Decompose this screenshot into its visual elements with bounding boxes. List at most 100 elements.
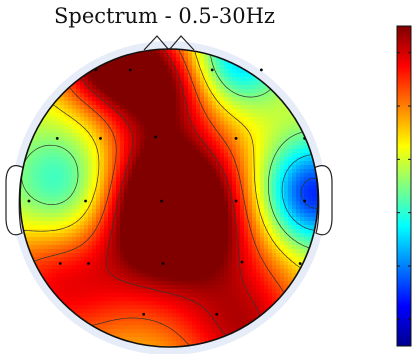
map-cell	[228, 297, 233, 302]
map-cell	[108, 221, 113, 226]
map-cell	[284, 285, 289, 290]
map-cell	[252, 197, 257, 202]
map-cell	[208, 277, 213, 282]
map-cell	[264, 217, 269, 222]
map-cell	[228, 85, 233, 90]
map-cell	[300, 257, 305, 262]
map-cell	[148, 201, 153, 206]
map-cell	[176, 97, 181, 102]
map-cell	[260, 153, 265, 158]
map-cell	[80, 165, 85, 170]
map-cell	[252, 213, 257, 218]
map-cell	[112, 77, 117, 82]
map-cell	[224, 101, 229, 106]
map-cell	[228, 209, 233, 214]
map-cell	[84, 161, 89, 166]
map-cell	[244, 97, 249, 102]
map-cell	[280, 125, 285, 130]
map-cell	[156, 313, 161, 318]
map-cell	[192, 165, 197, 170]
map-cell	[140, 297, 145, 302]
map-cell	[204, 53, 209, 58]
map-cell	[64, 249, 69, 254]
map-cell	[176, 261, 181, 266]
map-cell	[56, 241, 61, 246]
map-cell	[76, 209, 81, 214]
map-cell	[256, 173, 261, 178]
map-cell	[104, 241, 109, 246]
map-cell	[76, 141, 81, 146]
map-cell	[180, 49, 185, 54]
map-cell	[92, 121, 97, 126]
map-cell	[76, 305, 81, 310]
map-cell	[276, 121, 281, 126]
map-cell	[260, 85, 265, 90]
map-cell	[232, 277, 237, 282]
map-cell	[200, 97, 205, 102]
map-cell	[300, 217, 305, 222]
map-cell	[76, 221, 81, 226]
map-cell	[280, 165, 285, 170]
map-cell	[144, 157, 149, 162]
map-cell	[160, 305, 165, 310]
map-cell	[164, 61, 169, 66]
map-cell	[164, 269, 169, 274]
map-cell	[140, 61, 145, 66]
map-cell	[40, 181, 45, 186]
map-cell	[32, 145, 37, 150]
map-cell	[216, 217, 221, 222]
map-cell	[224, 69, 229, 74]
map-cell	[32, 137, 37, 142]
map-cell	[244, 185, 249, 190]
map-cell	[264, 149, 269, 154]
map-cell	[192, 153, 197, 158]
map-cell	[96, 273, 101, 278]
map-cell	[96, 233, 101, 238]
map-cell	[136, 269, 141, 274]
map-cell	[52, 285, 57, 290]
map-cell	[292, 129, 297, 134]
map-cell	[128, 93, 133, 98]
map-cell	[296, 137, 301, 142]
map-cell	[232, 89, 237, 94]
map-cell	[200, 305, 205, 310]
map-cell	[312, 213, 317, 218]
map-cell	[132, 277, 137, 282]
map-cell	[140, 269, 145, 274]
map-cell	[100, 305, 105, 310]
map-cell	[180, 133, 185, 138]
map-cell	[180, 233, 185, 238]
map-cell	[144, 297, 149, 302]
map-cell	[156, 289, 161, 294]
map-cell	[216, 325, 221, 330]
map-cell	[136, 225, 141, 230]
map-cell	[152, 273, 157, 278]
map-cell	[184, 233, 189, 238]
map-cell	[256, 141, 261, 146]
map-cell	[188, 321, 193, 326]
map-cell	[192, 333, 197, 338]
map-cell	[220, 301, 225, 306]
map-cell	[80, 257, 85, 262]
map-cell	[128, 257, 133, 262]
map-cell	[40, 257, 45, 262]
map-cell	[160, 65, 165, 70]
map-cell	[136, 97, 141, 102]
map-cell	[208, 137, 213, 142]
map-cell	[192, 273, 197, 278]
map-cell	[272, 221, 277, 226]
map-cell	[172, 289, 177, 294]
map-cell	[48, 269, 53, 274]
map-cell	[184, 217, 189, 222]
map-cell	[176, 65, 181, 70]
map-cell	[264, 125, 269, 130]
map-cell	[288, 189, 293, 194]
map-cell	[112, 177, 117, 182]
map-cell	[152, 193, 157, 198]
map-cell	[164, 141, 169, 146]
map-cell	[88, 317, 93, 322]
map-cell	[188, 93, 193, 98]
map-cell	[188, 109, 193, 114]
map-cell	[244, 205, 249, 210]
map-cell	[184, 237, 189, 242]
